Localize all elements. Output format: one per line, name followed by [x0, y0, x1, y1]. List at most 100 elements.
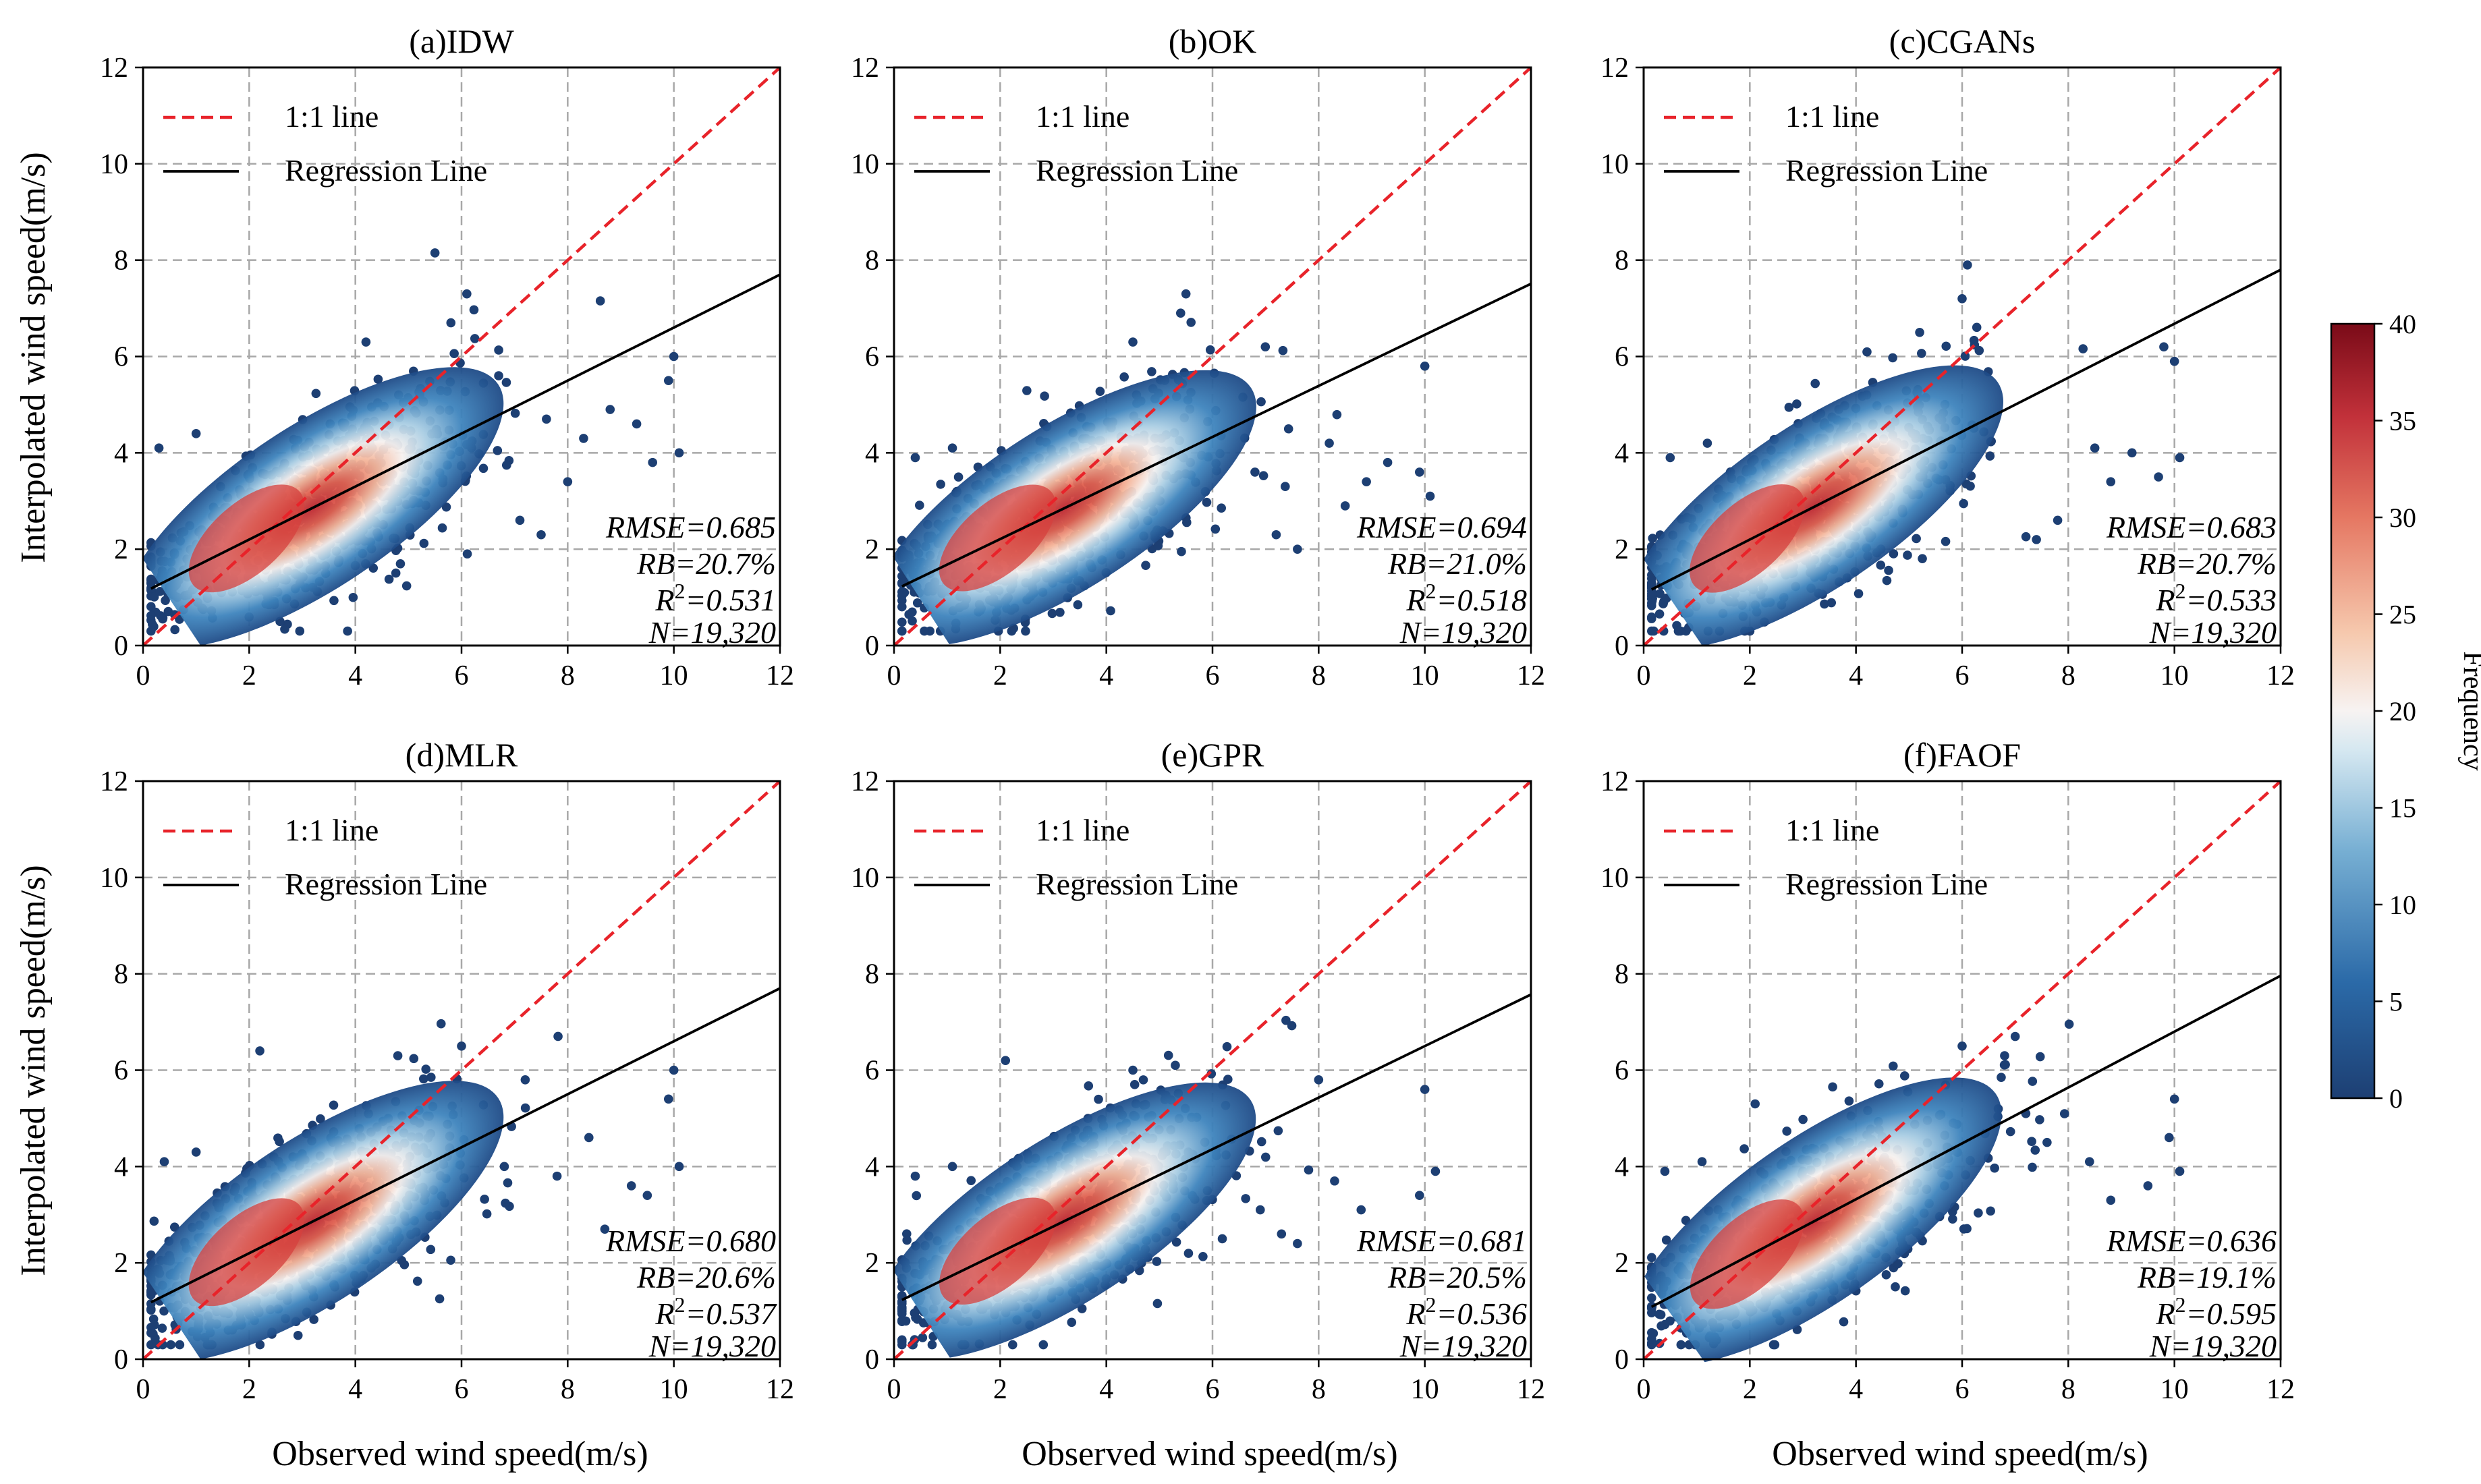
y-tick-label: 4 [114, 1151, 128, 1182]
y-tick-label: 12 [100, 53, 128, 84]
scatter-point [1278, 345, 1288, 355]
scatter-point [435, 1294, 445, 1304]
y-tick-label: 8 [1615, 246, 1629, 277]
y-tick-label: 12 [1600, 53, 1629, 84]
scatter-point [384, 574, 394, 584]
scatter-point [1884, 565, 1893, 575]
scatter-point [1094, 1094, 1103, 1104]
scatter-point [1222, 1041, 1232, 1052]
x-tick-label: 0 [136, 660, 150, 691]
scatter-point-outlier [1356, 1205, 1366, 1215]
legend-label-identity: 1:1 line [1036, 813, 1130, 847]
scatter-point [2078, 344, 2088, 353]
scatter-point-outlier [2159, 342, 2169, 352]
scatter-point-outlier [1250, 467, 1260, 477]
stat-n: N=19,320 [1399, 1329, 1527, 1363]
scatter-point [520, 1103, 530, 1113]
scatter-point-outlier [563, 477, 573, 486]
scatter-point [1889, 549, 1899, 559]
scatter-point-outlier [1325, 438, 1334, 448]
y-tick-label: 8 [114, 246, 128, 277]
y-tick-label: 4 [1615, 438, 1629, 469]
scatter-point [1106, 606, 1115, 616]
regression-line [901, 993, 1531, 1301]
scatter-point-outlier [584, 1133, 594, 1143]
scatter-point [501, 378, 511, 387]
scatter-point-outlier [154, 443, 164, 453]
scatter-point [280, 624, 289, 634]
scatter-point-outlier [642, 1191, 652, 1200]
scatter-point-outlier [1128, 1065, 1138, 1075]
x-tick-label: 0 [1637, 660, 1651, 691]
scatter-point [1055, 608, 1065, 617]
scatter-point [1654, 609, 1665, 619]
scatter-point [912, 1191, 922, 1201]
y-tick-label: 8 [114, 959, 128, 990]
scatter-point [1047, 608, 1057, 619]
scatter-point-outlier [669, 1065, 679, 1075]
y-tick-label: 6 [865, 342, 879, 373]
scatter-point [1183, 1249, 1194, 1258]
x-tick-label: 4 [1849, 660, 1863, 691]
scatter-point [1273, 1126, 1283, 1136]
stat-rb: RB=21.0% [1387, 546, 1527, 581]
scatter-point-outlier [674, 1162, 684, 1172]
scatter-point-outlier [1415, 467, 1424, 477]
scatter-point-outlier [2127, 448, 2137, 458]
stat-r2: R2=0.533 [2155, 579, 2277, 617]
scatter-point-outlier [1271, 530, 1281, 540]
scatter-point [1022, 386, 1032, 395]
scatter-point [1152, 1257, 1162, 1266]
scatter-point [918, 1333, 928, 1342]
scatter-point-outlier [1420, 1085, 1430, 1094]
scatter-point [1163, 1050, 1173, 1060]
scatter-point [149, 592, 159, 602]
scatter-point [1260, 1152, 1271, 1162]
scatter-point [1647, 579, 1656, 589]
scatter-point-outlier [1362, 477, 1371, 486]
scatter-point [159, 1306, 169, 1316]
scatter-point-outlier [361, 337, 371, 347]
scatter-point-outlier [552, 1171, 562, 1181]
density-peak [939, 1197, 1056, 1305]
scatter-point [478, 463, 489, 474]
scatter-point [2064, 1019, 2074, 1029]
stat-rb: RB=20.6% [636, 1260, 776, 1294]
scatter-point [419, 538, 429, 548]
stat-rmse: RMSE=0.694 [1356, 510, 1527, 544]
legend-label-identity: 1:1 line [285, 813, 379, 847]
x-tick-label: 6 [1206, 1374, 1220, 1405]
scatter-point [1900, 1286, 1910, 1296]
scatter-point-outlier [2032, 535, 2041, 544]
scatter-point-outlier [1293, 544, 1302, 554]
scatter-point-outlier [1425, 491, 1435, 501]
identity-line [894, 781, 1531, 1359]
scatter-point [1095, 387, 1105, 396]
scatter-point-outlier [536, 530, 546, 540]
scatter-point [295, 626, 305, 636]
x-tick-label: 2 [993, 1374, 1007, 1405]
y-tick-label: 10 [100, 863, 128, 894]
scatter-point [553, 1031, 563, 1041]
identity-line [1644, 67, 2281, 646]
scatter-point [1941, 341, 1951, 351]
scatter-point [1820, 599, 1829, 609]
scatter-point-outlier [1957, 294, 1967, 304]
scatter-point [920, 626, 929, 636]
scatter-point [1784, 403, 1794, 412]
y-tick-label: 8 [865, 959, 879, 990]
scatter-point-outlier [648, 457, 657, 467]
y-tick-label: 10 [100, 149, 128, 180]
scatter-point [329, 596, 339, 606]
scatter-point-outlier [1702, 438, 1712, 448]
scatter-point [155, 586, 165, 596]
scatter-point [1223, 1075, 1233, 1084]
